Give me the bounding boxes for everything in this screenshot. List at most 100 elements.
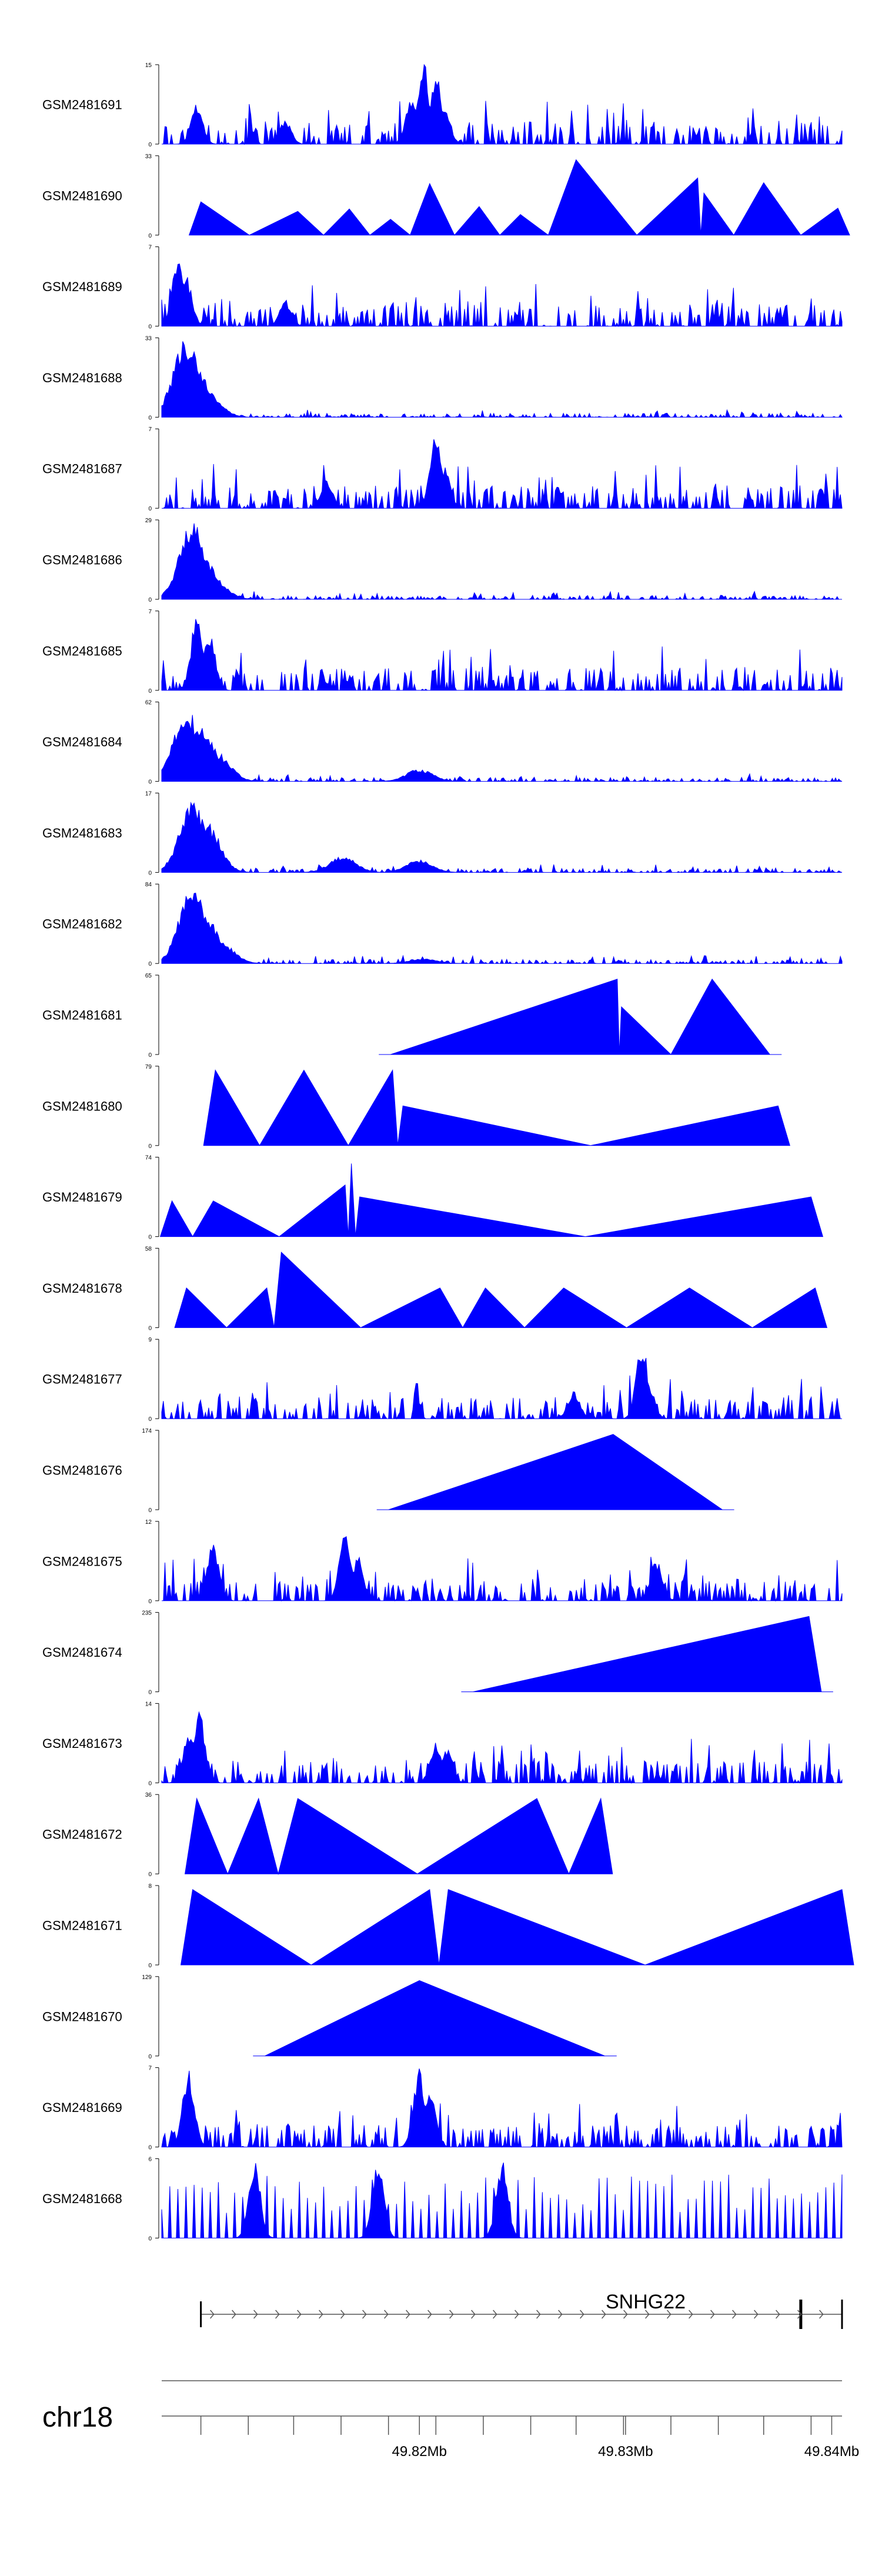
signal-area — [159, 1163, 824, 1237]
y-min-label: 0 — [148, 1234, 152, 1241]
track-label: GSM2481669 — [42, 2100, 122, 2115]
y-max-label: 15 — [145, 62, 152, 69]
y-min-label: 0 — [148, 779, 152, 786]
track-label: GSM2481680 — [42, 1099, 122, 1113]
signal-area — [161, 2068, 843, 2148]
strand-arrow — [253, 2310, 258, 2319]
y-max-label: 17 — [145, 790, 152, 797]
y-max-label: 29 — [145, 518, 152, 524]
strand-arrow — [797, 2310, 802, 2319]
signal-area — [161, 1357, 842, 1420]
strand-arrow — [623, 2310, 628, 2319]
signal-area — [203, 1069, 790, 1146]
track-GSM2481678: GSM2481678 58 0 — [42, 1246, 828, 1332]
track-GSM2481684: GSM2481684 62 0 — [42, 700, 843, 786]
signal-area — [161, 263, 843, 328]
y-max-label: 7 — [148, 245, 152, 251]
y-max-label: 58 — [145, 1246, 152, 1252]
signal-area — [162, 1536, 843, 1602]
strand-arrow — [754, 2310, 759, 2319]
chromosome-label: chr18 — [42, 2402, 113, 2433]
track-GSM2481681: GSM2481681 65 0 — [42, 973, 782, 1059]
y-min-label: 0 — [148, 870, 152, 876]
y-min-label: 0 — [148, 961, 152, 967]
signal-area — [181, 1888, 854, 1966]
strand-arrow — [514, 2310, 519, 2319]
y-max-label: 8 — [148, 1883, 152, 1890]
track-label: GSM2481672 — [42, 1827, 122, 1842]
strand-arrow — [667, 2310, 671, 2319]
signal-area — [188, 159, 850, 236]
track-label: GSM2481685 — [42, 643, 122, 658]
track-GSM2481669: GSM2481669 7 0 — [42, 2066, 843, 2151]
strand-arrow — [710, 2310, 715, 2319]
y-max-label: 7 — [148, 2066, 152, 2072]
track-GSM2481691: GSM2481691 15 0 — [42, 62, 843, 148]
track-label: GSM2481673 — [42, 1736, 122, 1751]
axis-tick-label: 49.82Mb — [392, 2444, 447, 2460]
signal-area — [253, 1980, 617, 2057]
track-GSM2481683: GSM2481683 17 0 — [42, 790, 843, 876]
track-GSM2481689: GSM2481689 7 0 — [42, 245, 843, 331]
track-label: GSM2481681 — [42, 1008, 122, 1023]
track-GSM2481670: GSM2481670 129 0 — [42, 1974, 617, 2060]
signal-area — [174, 1252, 828, 1329]
y-max-label: 74 — [145, 1155, 152, 1162]
track-label: GSM2481691 — [42, 98, 122, 112]
y-min-label: 0 — [148, 2054, 152, 2060]
signal-area — [162, 64, 843, 145]
y-min-label: 0 — [148, 1052, 152, 1059]
track-GSM2481690: GSM2481690 33 0 — [42, 154, 850, 239]
track-label: GSM2481687 — [42, 462, 122, 476]
track-label: GSM2481688 — [42, 371, 122, 385]
track-label: GSM2481668 — [42, 2191, 122, 2206]
track-label: GSM2481671 — [42, 1918, 122, 1933]
signal-area — [161, 523, 842, 600]
track-label: GSM2481676 — [42, 1463, 122, 1478]
y-max-label: 14 — [145, 1701, 152, 1707]
track-GSM2481686: GSM2481686 29 0 — [42, 518, 842, 603]
strand-arrow — [493, 2310, 497, 2319]
track-GSM2481675: GSM2481675 12 0 — [42, 1519, 843, 1605]
y-max-label: 129 — [142, 1974, 152, 1981]
track-label: GSM2481682 — [42, 917, 122, 932]
track-label: GSM2481677 — [42, 1372, 122, 1387]
y-min-label: 0 — [148, 415, 152, 421]
signal-area — [161, 1711, 843, 1784]
signal-area — [185, 1797, 613, 1876]
strand-arrow — [776, 2310, 780, 2319]
signal-area — [162, 439, 843, 510]
y-min-label: 0 — [148, 1599, 152, 1605]
y-min-label: 0 — [148, 688, 152, 695]
track-GSM2481679: GSM2481679 74 0 — [42, 1155, 824, 1241]
strand-arrow — [340, 2310, 345, 2319]
strand-arrow — [406, 2310, 410, 2319]
y-max-label: 235 — [142, 1610, 152, 1617]
track-GSM2481688: GSM2481688 33 0 — [42, 335, 843, 421]
signal-area — [161, 619, 843, 692]
y-max-label: 62 — [145, 700, 152, 706]
signal-area — [161, 2163, 843, 2238]
y-min-label: 0 — [148, 2145, 152, 2151]
y-min-label: 0 — [148, 2235, 152, 2242]
y-min-label: 0 — [148, 1690, 152, 1696]
signal-area — [161, 715, 843, 783]
track-label: GSM2481679 — [42, 1190, 122, 1204]
track-GSM2481668: GSM2481668 6 0 — [42, 2156, 843, 2242]
y-max-label: 7 — [148, 609, 152, 615]
track-label: GSM2481684 — [42, 735, 122, 749]
strand-arrow — [319, 2310, 323, 2319]
signal-area — [161, 341, 843, 419]
strand-arrow — [232, 2310, 236, 2319]
signal-area — [161, 801, 843, 873]
strand-arrow — [580, 2310, 584, 2319]
y-max-label: 84 — [145, 882, 152, 888]
y-min-label: 0 — [148, 324, 152, 331]
track-GSM2481673: GSM2481673 14 0 — [42, 1701, 843, 1787]
y-min-label: 0 — [148, 1325, 152, 1332]
strand-arrow — [427, 2310, 432, 2319]
strand-arrow — [297, 2310, 302, 2319]
y-max-label: 6 — [148, 2156, 152, 2163]
track-GSM2481680: GSM2481680 79 0 — [42, 1064, 790, 1150]
y-max-label: 12 — [145, 1519, 152, 1526]
